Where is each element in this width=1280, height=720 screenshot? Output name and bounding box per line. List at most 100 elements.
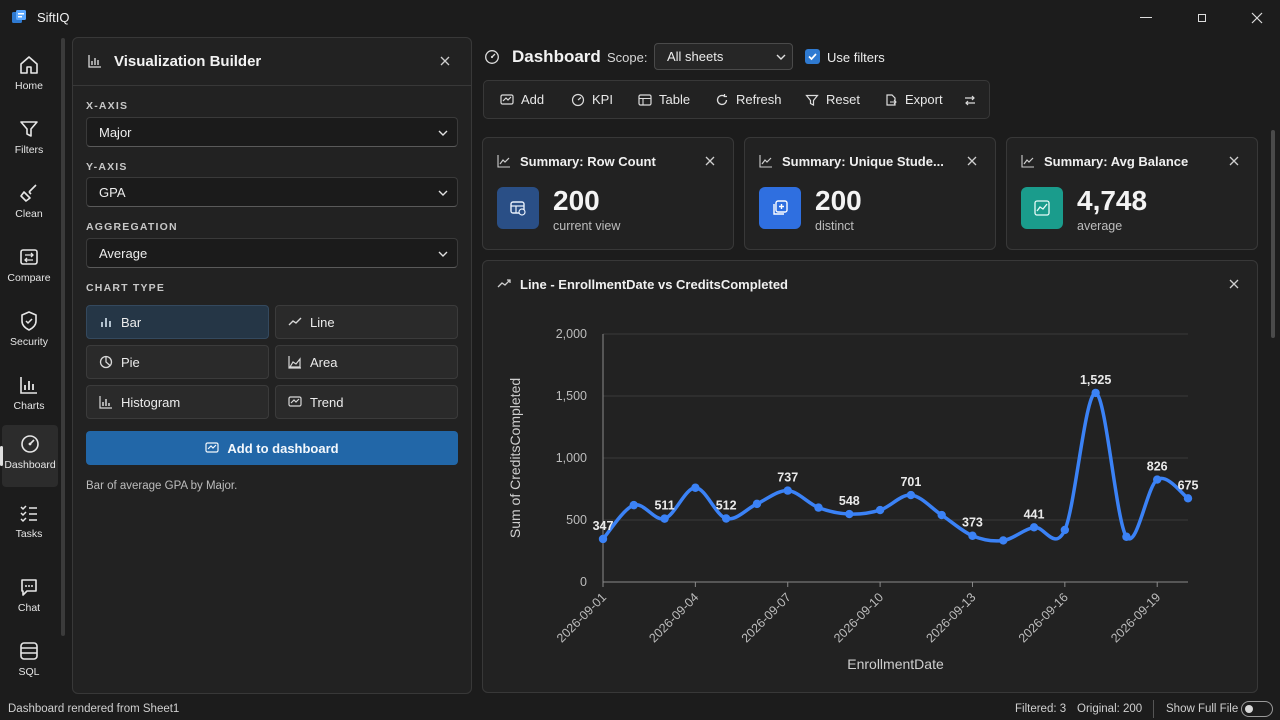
- toolbar-label: Export: [905, 92, 943, 107]
- data-point: [937, 510, 946, 520]
- chart-type-label: Area: [310, 354, 338, 370]
- chart-type-line-button[interactable]: Line: [275, 305, 458, 339]
- builder-description: Bar of average GPA by Major.: [86, 480, 238, 492]
- builder-title: Visualization Builder: [114, 53, 262, 70]
- nav-item-security[interactable]: Security: [0, 302, 58, 364]
- nav-item-charts[interactable]: Charts: [0, 366, 58, 428]
- swap-layout-button[interactable]: [963, 81, 977, 118]
- chart-type-label: CHART TYPE: [86, 282, 166, 294]
- y-tick-label: 0: [580, 575, 587, 589]
- export-button[interactable]: Export: [884, 81, 943, 118]
- scope-select[interactable]: All sheets: [654, 43, 793, 70]
- active-nav-indicator: [0, 446, 3, 466]
- data-label: 737: [777, 471, 798, 485]
- kpi-button[interactable]: KPI: [571, 81, 613, 118]
- table-icon: [510, 201, 526, 216]
- x-axis-title: EnrollmentDate: [847, 656, 944, 672]
- data-label: 373: [962, 516, 983, 530]
- data-label: 512: [716, 499, 737, 513]
- chevron-down-icon: [438, 251, 448, 257]
- pie-chart-icon: [99, 355, 113, 369]
- chart-type-label: Line: [310, 314, 335, 330]
- data-point: [968, 531, 977, 540]
- chart-type-pie-button[interactable]: Pie: [86, 345, 269, 379]
- add-to-dashboard-label: Add to dashboard: [227, 440, 339, 456]
- y-tick-label: 1,500: [556, 389, 587, 403]
- nav-item-sql[interactable]: SQL: [0, 632, 58, 694]
- dashboard-title: Dashboard: [512, 47, 601, 66]
- builder-close-button[interactable]: [439, 55, 451, 67]
- toolbar-label: Reset: [826, 92, 860, 107]
- home-icon: [20, 56, 38, 74]
- close-icon[interactable]: [1228, 155, 1240, 167]
- x-axis-select[interactable]: Major: [86, 117, 458, 147]
- nav-label: Charts: [13, 400, 45, 412]
- data-label: 701: [900, 475, 921, 489]
- nav-item-chat[interactable]: Chat: [0, 568, 58, 630]
- close-icon[interactable]: [704, 155, 716, 167]
- data-point: [906, 490, 916, 500]
- close-window-button[interactable]: [1229, 0, 1280, 36]
- y-axis-title: Sum of CreditsCompleted: [507, 378, 523, 538]
- chart-type-label: Trend: [310, 394, 344, 410]
- chart-type-bar-button[interactable]: Bar: [86, 305, 269, 339]
- chat-icon: [21, 579, 37, 596]
- gauge-icon: [571, 93, 585, 106]
- dashboard-scrollbar[interactable]: [1271, 130, 1275, 338]
- maximize-button[interactable]: [1174, 0, 1230, 36]
- reset-button[interactable]: Reset: [805, 81, 860, 118]
- y-axis-select[interactable]: GPA: [86, 177, 458, 207]
- data-point: [598, 534, 608, 544]
- chart-type-histogram-button[interactable]: Histogram: [86, 385, 269, 419]
- nav-item-filters[interactable]: Filters: [0, 110, 58, 172]
- distinct-icon: [773, 200, 788, 215]
- add-to-dashboard-button[interactable]: Add to dashboard: [86, 431, 458, 465]
- close-icon[interactable]: [966, 155, 978, 167]
- x-axis-value: Major: [99, 124, 132, 140]
- table-button[interactable]: Table: [638, 81, 690, 118]
- filter-icon: [20, 121, 38, 137]
- x-axis-label: X-AXIS: [86, 100, 129, 112]
- chart-type-label: Histogram: [121, 394, 181, 410]
- refresh-icon: [716, 93, 728, 105]
- nav-item-dashboard[interactable]: Dashboard: [2, 425, 58, 487]
- status-divider: [1153, 700, 1154, 718]
- nav-item-clean[interactable]: Clean: [0, 174, 58, 236]
- show-full-file-toggle[interactable]: [1241, 701, 1273, 717]
- y-axis-label: Y-AXIS: [86, 161, 128, 173]
- compare-icon: [20, 249, 38, 265]
- x-tick-label: 2026-09-01: [554, 590, 609, 645]
- toolbar-label: Table: [659, 92, 691, 107]
- x-tick-label: 2026-09-16: [1016, 590, 1071, 645]
- nav-label: Security: [10, 336, 48, 348]
- area-chart-icon: [288, 356, 301, 369]
- minimize-button[interactable]: [1118, 0, 1174, 36]
- bar-chart-icon: [101, 318, 111, 327]
- use-filters-label[interactable]: Use filters: [827, 50, 885, 65]
- nav-item-tasks[interactable]: Tasks: [0, 494, 58, 556]
- nav-label: Clean: [15, 208, 43, 220]
- nav-label: Home: [14, 80, 43, 92]
- filtered-count: Filtered: 3: [1015, 703, 1067, 715]
- close-icon[interactable]: [1228, 278, 1240, 290]
- status-message: Dashboard rendered from Sheet1: [8, 703, 180, 715]
- data-point: [721, 514, 731, 523]
- data-point: [660, 514, 669, 523]
- kpi-subtitle: distinct: [815, 219, 854, 233]
- chart-type-label: Pie: [121, 354, 140, 370]
- nav-item-home[interactable]: Home: [0, 46, 58, 108]
- use-filters-checkbox[interactable]: [805, 49, 820, 64]
- aggregation-select[interactable]: Average: [86, 238, 458, 268]
- add-widget-button[interactable]: Add: [500, 81, 544, 118]
- nav-label: Compare: [7, 272, 51, 284]
- chart-type-trend-button[interactable]: Trend: [275, 385, 458, 419]
- close-icon: [440, 56, 450, 66]
- trend-line-icon: [288, 317, 302, 326]
- chart-builder-icon: [87, 53, 103, 69]
- chart-type-label: Bar: [121, 314, 142, 330]
- x-tick-label: 2026-09-04: [646, 590, 701, 645]
- nav-item-compare[interactable]: Compare: [0, 238, 58, 300]
- nav-scrollbar[interactable]: [61, 38, 65, 636]
- refresh-button[interactable]: Refresh: [715, 81, 782, 118]
- chart-type-area-button[interactable]: Area: [275, 345, 458, 379]
